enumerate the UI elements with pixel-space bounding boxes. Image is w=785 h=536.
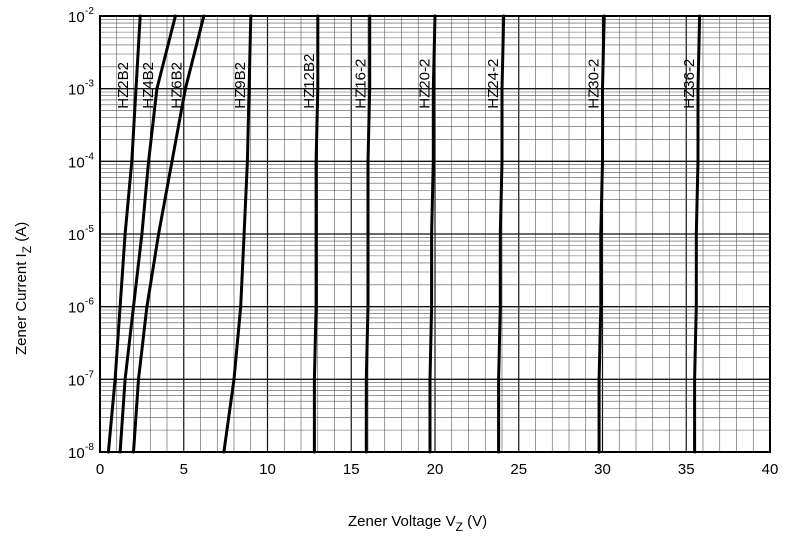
series-line-hz2b2: [106, 14, 142, 454]
series-label-hz36-2: HZ36-2: [681, 59, 698, 109]
x-tick-label: 40: [762, 461, 779, 478]
series-line-hz20-2: [428, 14, 437, 454]
svg-text:-7: -7: [85, 369, 94, 380]
series-line-hz4b2: [118, 14, 177, 454]
svg-text:10: 10: [68, 82, 85, 99]
x-axis-label: Zener Voltage VZ (V): [348, 513, 487, 534]
series-line-hz9b2: [222, 14, 253, 454]
series-label-hz12b2: HZ12B2: [301, 54, 318, 109]
svg-text:-4: -4: [85, 151, 94, 162]
y-tick-label: 10 -2: [68, 6, 94, 26]
series-line-hz12b2: [312, 14, 320, 454]
x-tick-label: 35: [678, 461, 695, 478]
series-line-hz24-2: [497, 14, 506, 454]
svg-text:-3: -3: [85, 79, 94, 90]
series-label-hz9b2: HZ9B2: [232, 62, 249, 109]
grid: [99, 16, 771, 453]
x-tick-label: 30: [594, 461, 611, 478]
svg-text:-6: -6: [85, 297, 94, 308]
svg-text:10: 10: [68, 300, 85, 317]
y-tick-label: 10 -7: [68, 369, 94, 389]
x-tick-label: 25: [510, 461, 527, 478]
series-label-hz30-2: HZ30-2: [586, 59, 603, 109]
series-label-hz6b2: HZ6B2: [168, 62, 185, 109]
x-tick-label: 0: [96, 461, 104, 478]
series-label-hz20-2: HZ20-2: [416, 59, 433, 109]
x-tick-label: 10: [259, 461, 276, 478]
x-tick-label: 15: [343, 461, 360, 478]
series-line-hz36-2: [693, 14, 702, 454]
y-tick-label: 10 -4: [68, 151, 94, 171]
svg-text:10: 10: [68, 154, 85, 171]
series-label-hz4b2: HZ4B2: [140, 62, 157, 109]
series-curves: [106, 14, 702, 454]
svg-text:10: 10: [68, 227, 85, 244]
series-label-hz24-2: HZ24-2: [485, 59, 502, 109]
series-line-hz6b2: [132, 14, 206, 454]
y-tick-label: 10 -6: [68, 297, 94, 317]
svg-text:-2: -2: [85, 6, 94, 17]
y-axis-ticks: 10-810-710-610-510-410-310-2: [68, 6, 94, 462]
y-tick-label: 10 -5: [68, 224, 94, 244]
svg-text:10: 10: [68, 372, 85, 389]
x-axis-ticks: 0 5 10 15 20 25 30 35 40: [96, 461, 779, 478]
x-tick-label: 20: [427, 461, 444, 478]
series-label-hz16-2: HZ16-2: [353, 59, 370, 109]
y-tick-label: 10 -8: [68, 442, 94, 462]
series-line-hz16-2: [364, 14, 372, 454]
series-line-hz30-2: [597, 14, 606, 454]
svg-text:-5: -5: [85, 224, 94, 235]
svg-text:10: 10: [68, 445, 85, 462]
svg-text:-8: -8: [85, 442, 94, 453]
series-label-hz2b2: HZ2B2: [115, 62, 132, 109]
y-tick-label: 10 -3: [68, 79, 94, 99]
svg-text:10: 10: [68, 9, 85, 26]
series-labels: HZ2B2 HZ4B2 HZ6B2 HZ9B2 HZ12B2 HZ16-2 HZ20-2 HZ…: [115, 54, 698, 109]
y-axis-label: Zener Current IZ (A): [13, 222, 34, 355]
x-tick-label: 5: [180, 461, 188, 478]
